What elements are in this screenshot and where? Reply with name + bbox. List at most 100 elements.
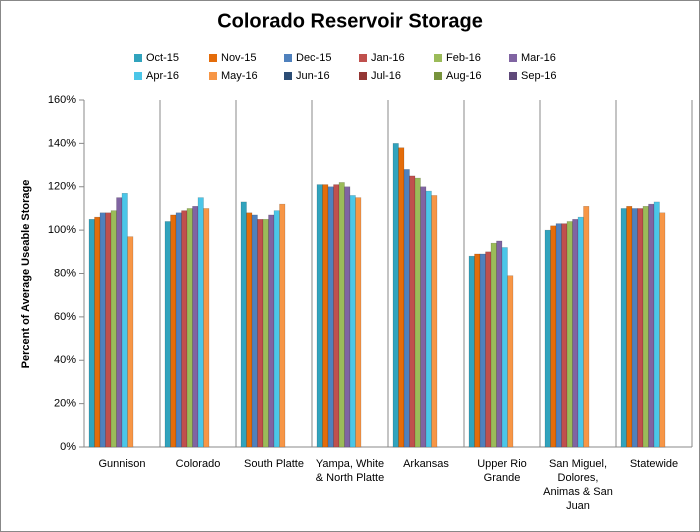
bar [409, 175, 416, 448]
bar [485, 251, 492, 448]
legend-swatch [434, 72, 442, 80]
bar [642, 206, 649, 448]
legend-label: Jul-16 [371, 70, 401, 82]
bar [403, 169, 410, 448]
bar [268, 214, 275, 448]
y-tick-label: 60% [54, 311, 76, 323]
legend-swatch [509, 54, 517, 62]
bar [555, 223, 562, 448]
bar [577, 216, 584, 448]
bar [246, 212, 253, 448]
bar [338, 182, 345, 448]
x-tick-label: Yampa, White & North Platte [315, 458, 385, 484]
x-tick-label: Colorado [175, 458, 221, 470]
bar [105, 212, 112, 448]
x-tick-label: Statewide [629, 458, 679, 470]
bar [349, 195, 356, 448]
x-tick-label: San Miguel, Dolores, Animas & San Juan [543, 458, 613, 512]
bar [398, 147, 405, 448]
bar [653, 201, 660, 448]
bar [637, 208, 644, 448]
bar [257, 219, 264, 448]
legend-label: Aug-16 [446, 70, 481, 82]
y-tick-label: 20% [54, 398, 76, 410]
y-tick-label: 100% [48, 224, 76, 236]
bar [316, 184, 323, 448]
legend-swatch [359, 54, 367, 62]
legend-label: Dec-15 [296, 52, 331, 64]
bar [474, 253, 481, 448]
y-tick-label: 0% [60, 441, 76, 453]
legend-label: Jan-16 [371, 52, 405, 64]
y-tick-label: 120% [48, 181, 76, 193]
legend-label: Apr-16 [146, 70, 179, 82]
bar [659, 212, 666, 448]
y-tick-label: 160% [48, 94, 76, 106]
y-tick-label: 140% [48, 137, 76, 149]
legend-swatch [284, 72, 292, 80]
bar [507, 275, 514, 448]
bar [468, 255, 475, 448]
bar [648, 203, 655, 448]
bar [631, 208, 638, 448]
legend-label: Oct-15 [146, 52, 179, 64]
bar [479, 253, 486, 448]
legend-label: Jun-16 [296, 70, 330, 82]
bar [262, 219, 269, 448]
legend-swatch [209, 54, 217, 62]
x-tick-label: Upper Rio Grande [477, 458, 527, 484]
bar [392, 143, 399, 448]
bar [496, 240, 503, 448]
bar [240, 201, 247, 448]
bar [322, 184, 329, 448]
legend-swatch [509, 72, 517, 80]
legend-label: Feb-16 [446, 52, 481, 64]
bar [192, 206, 199, 448]
x-tick-label: Gunnison [98, 458, 146, 470]
bar [490, 242, 497, 448]
bar [94, 216, 101, 448]
bar [420, 186, 427, 448]
bar [572, 219, 579, 448]
bar [561, 223, 568, 448]
legend-label: May-16 [221, 70, 258, 82]
bar [327, 186, 334, 448]
bar [197, 197, 204, 448]
bar [181, 210, 188, 448]
legend-label: Sep-16 [521, 70, 556, 82]
bar [273, 210, 280, 448]
bar [566, 221, 573, 448]
bar [583, 206, 590, 448]
bar [620, 208, 627, 448]
bar [186, 208, 193, 448]
bar [175, 212, 182, 448]
bar [550, 225, 557, 448]
bar [88, 219, 95, 448]
bar [251, 214, 258, 448]
legend-swatch [134, 72, 142, 80]
bar [116, 197, 123, 448]
legend-swatch [209, 72, 217, 80]
legend-label: Mar-16 [521, 52, 556, 64]
bar [170, 214, 177, 448]
y-tick-label: 80% [54, 267, 76, 279]
bar [99, 212, 106, 448]
bar [110, 210, 117, 448]
bar [355, 197, 362, 448]
bar [333, 184, 340, 448]
x-tick-label: Arkansas [403, 458, 449, 470]
legend-swatch [284, 54, 292, 62]
bar [127, 236, 134, 448]
bar [344, 186, 351, 448]
legend-swatch [359, 72, 367, 80]
bar [626, 206, 633, 448]
bar [431, 195, 438, 448]
chart-title: Colorado Reservoir Storage [217, 10, 483, 32]
bar [279, 203, 286, 448]
bar [121, 193, 128, 448]
bar [203, 208, 210, 448]
bar [414, 177, 421, 448]
y-tick-label: 40% [54, 354, 76, 366]
